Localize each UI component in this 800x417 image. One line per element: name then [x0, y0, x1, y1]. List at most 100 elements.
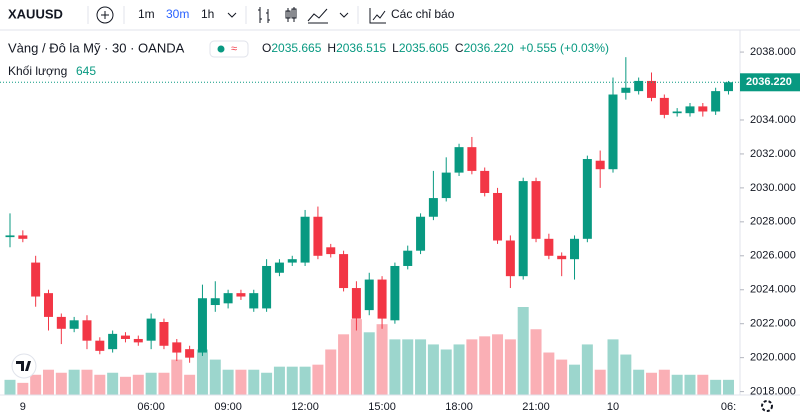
candle-body [364, 279, 374, 311]
candle-body [647, 80, 656, 98]
volume-bar [389, 339, 401, 395]
area-icon[interactable] [307, 8, 328, 24]
candle-body [287, 259, 297, 263]
candle-body [698, 106, 708, 112]
volume-bar [248, 369, 260, 395]
change: +0.555 (+0.03%) [520, 41, 609, 55]
volume-bar [594, 369, 606, 395]
volume-bar [543, 352, 555, 395]
volume-label: Khối lượng [8, 64, 67, 78]
volume-bar [94, 374, 106, 395]
volume-bar [440, 349, 452, 395]
volume-bar [196, 349, 208, 395]
candle-body [31, 262, 41, 297]
candle-body [570, 238, 580, 260]
candle-body [505, 240, 515, 277]
volume-bar [299, 366, 311, 395]
volume-bar [684, 374, 696, 395]
volume-bar [646, 372, 657, 395]
candle-body [518, 181, 528, 277]
candle-body [403, 250, 413, 266]
x-tick-label: 18:00 [445, 401, 473, 413]
ohlc-value: 2036.220 [464, 41, 514, 55]
candle-body [313, 216, 323, 256]
candle-body [493, 192, 503, 241]
chart-type-dropdown[interactable] [339, 12, 349, 18]
volume-bar [581, 344, 593, 395]
candle-body [146, 318, 156, 341]
candle-body [18, 235, 28, 239]
volume-bar [517, 307, 529, 395]
symbol[interactable]: XAUUSD [8, 6, 63, 21]
volume-bar [671, 374, 683, 395]
candle-body [274, 262, 284, 273]
candle-body [531, 181, 541, 239]
volume-bar [17, 382, 29, 395]
legend-badge[interactable] [209, 40, 249, 58]
candle-body [377, 279, 387, 319]
candle-body [56, 316, 66, 329]
volume-bar [261, 372, 273, 395]
candle-body [185, 349, 195, 358]
candle-body [467, 147, 477, 171]
candle-body [133, 338, 143, 343]
candle-body [120, 335, 130, 339]
volume-bar [697, 374, 709, 395]
volume-bar [633, 369, 645, 395]
volume-bar [235, 369, 247, 395]
candle-body [428, 198, 438, 217]
status-dot [217, 45, 225, 53]
candle-body [582, 159, 592, 239]
volume-bar [427, 344, 439, 395]
interval[interactable]: 1h [201, 7, 214, 21]
volume-bar [415, 339, 427, 395]
volume-value: 645 [76, 64, 96, 78]
candle-body [69, 320, 79, 329]
indicators-button[interactable]: Các chỉ báo [391, 7, 455, 21]
volume-bar [81, 369, 93, 395]
candle-body [416, 216, 426, 251]
x-tick-label: 15:00 [368, 401, 396, 413]
candle-body [544, 238, 554, 256]
volume-bar [479, 336, 491, 395]
candle-body [249, 293, 259, 309]
candle-body [95, 340, 105, 351]
volume-bar [68, 369, 80, 395]
axes: 2018.000 2020.000 2022.000 2024.000 2026.000… [20, 46, 800, 413]
volume-bar [107, 372, 119, 395]
candle-body [685, 106, 695, 114]
candle-body [634, 80, 644, 92]
volume-bar [492, 334, 504, 395]
interval-active[interactable]: 30m [166, 7, 189, 21]
x-tick-label: 9 [20, 401, 26, 413]
interval[interactable]: 1m [138, 7, 155, 21]
volume-bar [119, 376, 131, 395]
settings-icon[interactable] [761, 400, 773, 412]
toolbar [0, 0, 800, 30]
bars-icon[interactable] [258, 7, 270, 23]
legend-title: Vàng / Đô la Mỹ · 30 · OANDA [8, 40, 185, 55]
y-tick-label: 2028.000 [750, 216, 796, 228]
volume-bar [55, 372, 67, 395]
candle-body [43, 293, 53, 317]
volume-bar [363, 332, 375, 395]
volume-bar [453, 344, 465, 395]
indicators-icon[interactable] [369, 8, 386, 24]
volume-bar [222, 369, 234, 395]
x-tick-label: 10 [607, 401, 619, 413]
interval-dropdown[interactable] [227, 12, 237, 18]
volume-bar [722, 379, 734, 395]
y-tick-label: 2020.000 [750, 352, 796, 364]
candle-body [595, 160, 605, 170]
add-symbol-icon[interactable] [96, 6, 114, 24]
candle-body [236, 293, 246, 297]
volume-bar [4, 379, 16, 395]
volume-bar [325, 349, 337, 395]
volume-bar [556, 359, 568, 395]
y-tick-label: 2022.000 [750, 318, 796, 330]
volume-bar [312, 364, 324, 395]
candle-body [621, 87, 631, 93]
y-tick-label: 2038.000 [750, 46, 796, 58]
candle-body [339, 254, 349, 289]
